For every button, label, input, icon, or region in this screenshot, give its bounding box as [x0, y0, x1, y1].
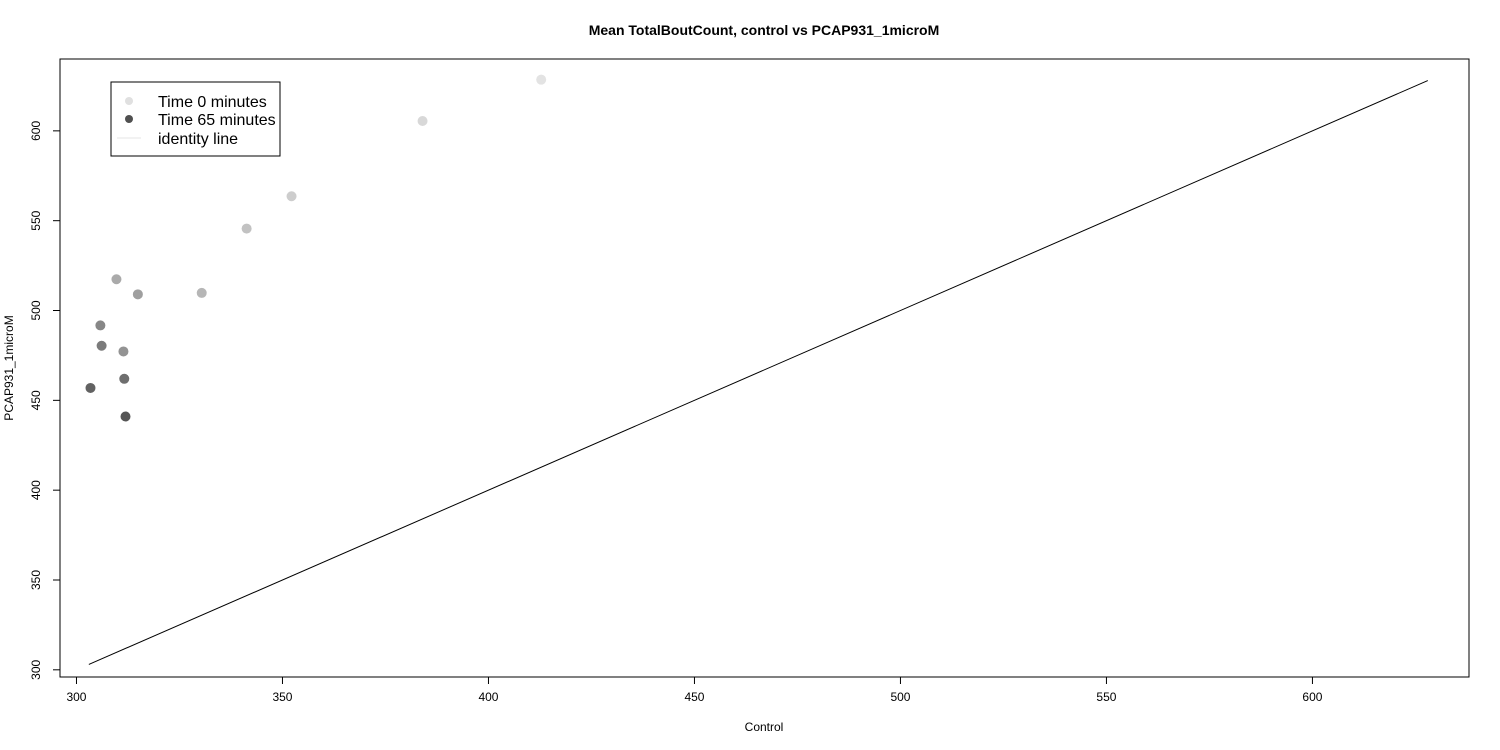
x-axis-label: Control [745, 720, 784, 734]
data-point-11 [119, 373, 130, 384]
x-tick-label: 500 [890, 690, 910, 704]
data-point-4 [241, 223, 252, 234]
y-tick-label: 600 [29, 121, 43, 141]
x-tick-label: 550 [1096, 690, 1116, 704]
x-tick-label: 450 [684, 690, 704, 704]
y-tick-label: 500 [29, 300, 43, 320]
legend-label: identity line [158, 131, 238, 148]
data-point-12 [85, 382, 96, 393]
data-point-6 [111, 274, 122, 285]
x-axis: 300 350 400 450 500 550 600 [66, 677, 1323, 704]
y-tick-label: 300 [29, 659, 43, 679]
plot-frame [59, 58, 1470, 678]
legend-label: Time 65 minutes [158, 112, 276, 129]
data-point-13 [120, 411, 131, 422]
data-point-5 [196, 287, 207, 298]
data-point-7 [132, 289, 143, 300]
data-point-9 [95, 320, 106, 331]
legend-marker [125, 115, 133, 123]
legend-label: Time 0 minutes [158, 94, 267, 111]
y-tick-label: 350 [29, 570, 43, 590]
y-axis: 300 350 400 450 500 550 600 [29, 121, 60, 680]
data-point-8 [118, 346, 129, 357]
y-tick-label: 550 [29, 210, 43, 230]
y-tick-label: 400 [29, 480, 43, 500]
data-point-3 [286, 191, 297, 202]
x-tick-label: 600 [1302, 690, 1322, 704]
identity-line [88, 80, 1429, 665]
data-points [85, 74, 547, 422]
y-axis-label: PCAP931_1microM [2, 315, 16, 420]
chart-title: Mean TotalBoutCount, control vs PCAP931_… [589, 22, 940, 38]
data-point-1 [536, 74, 547, 85]
x-tick-label: 400 [478, 690, 498, 704]
data-point-2 [417, 115, 428, 126]
x-tick-label: 350 [272, 690, 292, 704]
data-point-10 [96, 340, 107, 351]
legend-box [110, 81, 281, 157]
x-tick-label: 300 [66, 690, 86, 704]
legend-marker [125, 97, 133, 105]
y-tick-label: 450 [29, 390, 43, 410]
